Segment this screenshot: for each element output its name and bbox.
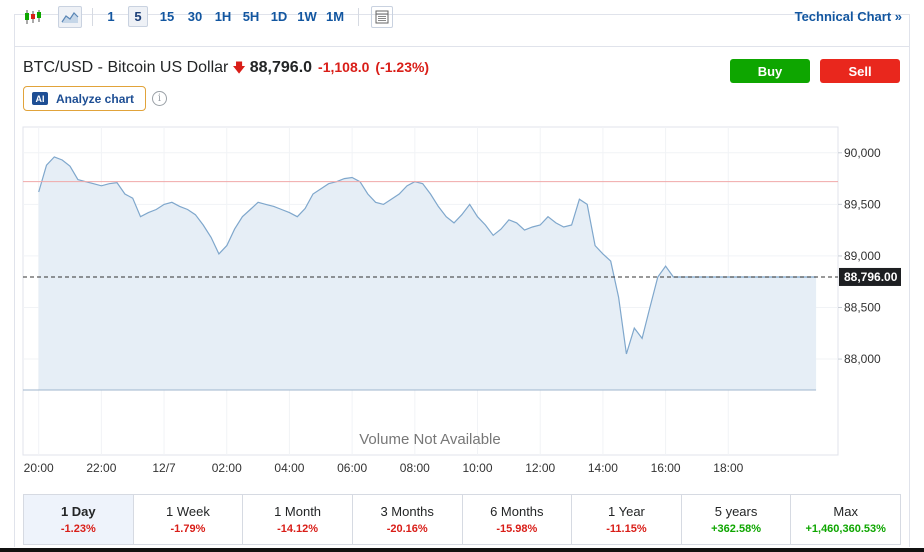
timeframe-1w[interactable]: 1W [297,9,317,24]
timeframe-1[interactable]: 1 [107,9,115,24]
technical-chart-link[interactable]: Technical Chart » [794,9,902,24]
x-tick-label: 14:00 [588,461,618,475]
volume-not-available-label: Volume Not Available [359,431,500,448]
x-tick-label: 08:00 [400,461,430,475]
x-tick-label: 16:00 [651,461,681,475]
x-tick-label: 18:00 [713,461,743,475]
y-tick-label: 89,000 [844,249,881,263]
x-tick-label: 06:00 [337,461,367,475]
area-chart-icon[interactable] [58,6,82,28]
period-change: +362.58% [711,523,761,535]
period-change: -11.15% [606,523,647,535]
y-tick-label: 89,500 [844,197,881,211]
instrument-header: BTC/USD - Bitcoin US Dollar 🡇 88,796.0 -… [23,59,435,77]
period-6-months[interactable]: 6 Months -15.98% [463,495,573,544]
x-tick-label: 02:00 [212,461,242,475]
last-price: 88,796.0 [249,59,313,76]
period-label: 1 Year [608,504,645,519]
ai-badge-icon: AI [32,92,48,105]
period-1-week[interactable]: 1 Week -1.79% [134,495,244,544]
period-label: Max [833,504,858,519]
period-change: -1.23% [60,523,96,535]
timeframe-5[interactable]: 5 [128,6,148,27]
analyze-chart-label: Analyze chart [56,91,135,106]
timeframe-1d[interactable]: 1D [270,9,288,24]
x-tick-label: 10:00 [463,461,493,475]
current-price-label: 88,796.00 [844,270,898,284]
period-change: -20.16% [386,523,428,535]
period-change: -14.12% [277,523,319,535]
x-tick-label: 04:00 [274,461,304,475]
period-label: 3 Months [380,504,434,519]
x-tick-label: 12:00 [525,461,555,475]
timeframe-15[interactable]: 15 [159,9,175,24]
chart-toolbar [14,14,910,47]
y-tick-label: 90,000 [844,146,881,160]
down-arrow-icon: 🡇 [232,60,246,75]
toolbar-divider [92,8,93,26]
x-tick-label: 20:00 [24,461,54,475]
price-change: -1,108.0 [318,59,370,75]
sell-button[interactable]: Sell [820,59,900,83]
toolbar-divider [358,8,359,26]
timeframe-30[interactable]: 30 [187,9,203,24]
y-tick-label: 88,500 [844,300,881,314]
timeframe-5h[interactable]: 5H [242,9,260,24]
period-1-year[interactable]: 1 Year -11.15% [572,495,682,544]
period-max[interactable]: Max +1,460,360.53% [791,495,900,544]
period-change: -15.98% [496,523,538,535]
price-area-fill [38,156,817,390]
analyze-chart-button[interactable]: AI Analyze chart [23,86,146,111]
period-change: +1,460,360.53% [805,523,886,535]
x-tick-label: 12/7 [152,461,176,475]
y-tick-label: 88,000 [844,352,881,366]
period-5-years[interactable]: 5 years +362.58% [682,495,792,544]
bottom-edge [0,548,924,552]
period-change: -1.79% [170,523,206,535]
timeframe-1h[interactable]: 1H [214,9,232,24]
table-icon[interactable] [371,6,393,28]
buy-button[interactable]: Buy [730,59,810,83]
timeframe-1m[interactable]: 1M [325,9,345,24]
period-label: 1 Month [274,504,322,519]
candlestick-icon[interactable] [22,6,44,28]
period-label: 6 Months [490,504,544,519]
period-label: 5 years [714,504,758,519]
period-label: 1 Day [60,504,96,519]
performance-periods: 1 Day -1.23% 1 Week -1.79% 1 Month -14.12% 3 M… [23,494,901,545]
instrument-name: BTC/USD - Bitcoin US Dollar [23,59,229,76]
widget-frame [14,14,910,547]
period-label: 1 Week [166,504,210,519]
period-1-month[interactable]: 1 Month -14.12% [243,495,353,544]
info-icon[interactable]: i [152,91,167,106]
price-change-pct: (-1.23%) [375,59,430,75]
period-3-months[interactable]: 3 Months -20.16% [353,495,463,544]
period-1-day[interactable]: 1 Day -1.23% [24,495,134,544]
current-price-badge [839,267,901,286]
x-tick-label: 22:00 [86,461,116,475]
